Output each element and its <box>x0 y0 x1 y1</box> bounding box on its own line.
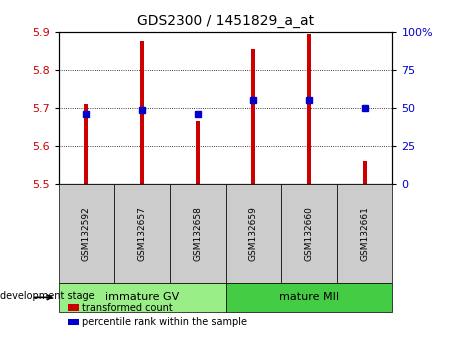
Title: GDS2300 / 1451829_a_at: GDS2300 / 1451829_a_at <box>137 14 314 28</box>
Text: GSM132660: GSM132660 <box>304 206 313 261</box>
Bar <box>363 161 367 184</box>
Text: GSM132592: GSM132592 <box>82 206 91 261</box>
Bar <box>251 49 255 184</box>
Text: GSM132658: GSM132658 <box>193 206 202 261</box>
Bar <box>84 104 88 184</box>
Text: percentile rank within the sample: percentile rank within the sample <box>82 317 247 327</box>
Text: immature GV: immature GV <box>105 292 179 302</box>
Bar <box>140 41 144 184</box>
Text: GSM132661: GSM132661 <box>360 206 369 261</box>
Text: mature MII: mature MII <box>279 292 339 302</box>
Text: transformed count: transformed count <box>82 303 173 313</box>
Text: GSM132657: GSM132657 <box>138 206 147 261</box>
Text: development stage: development stage <box>0 291 95 301</box>
Text: GSM132659: GSM132659 <box>249 206 258 261</box>
Bar <box>196 121 200 184</box>
Bar <box>307 34 311 184</box>
